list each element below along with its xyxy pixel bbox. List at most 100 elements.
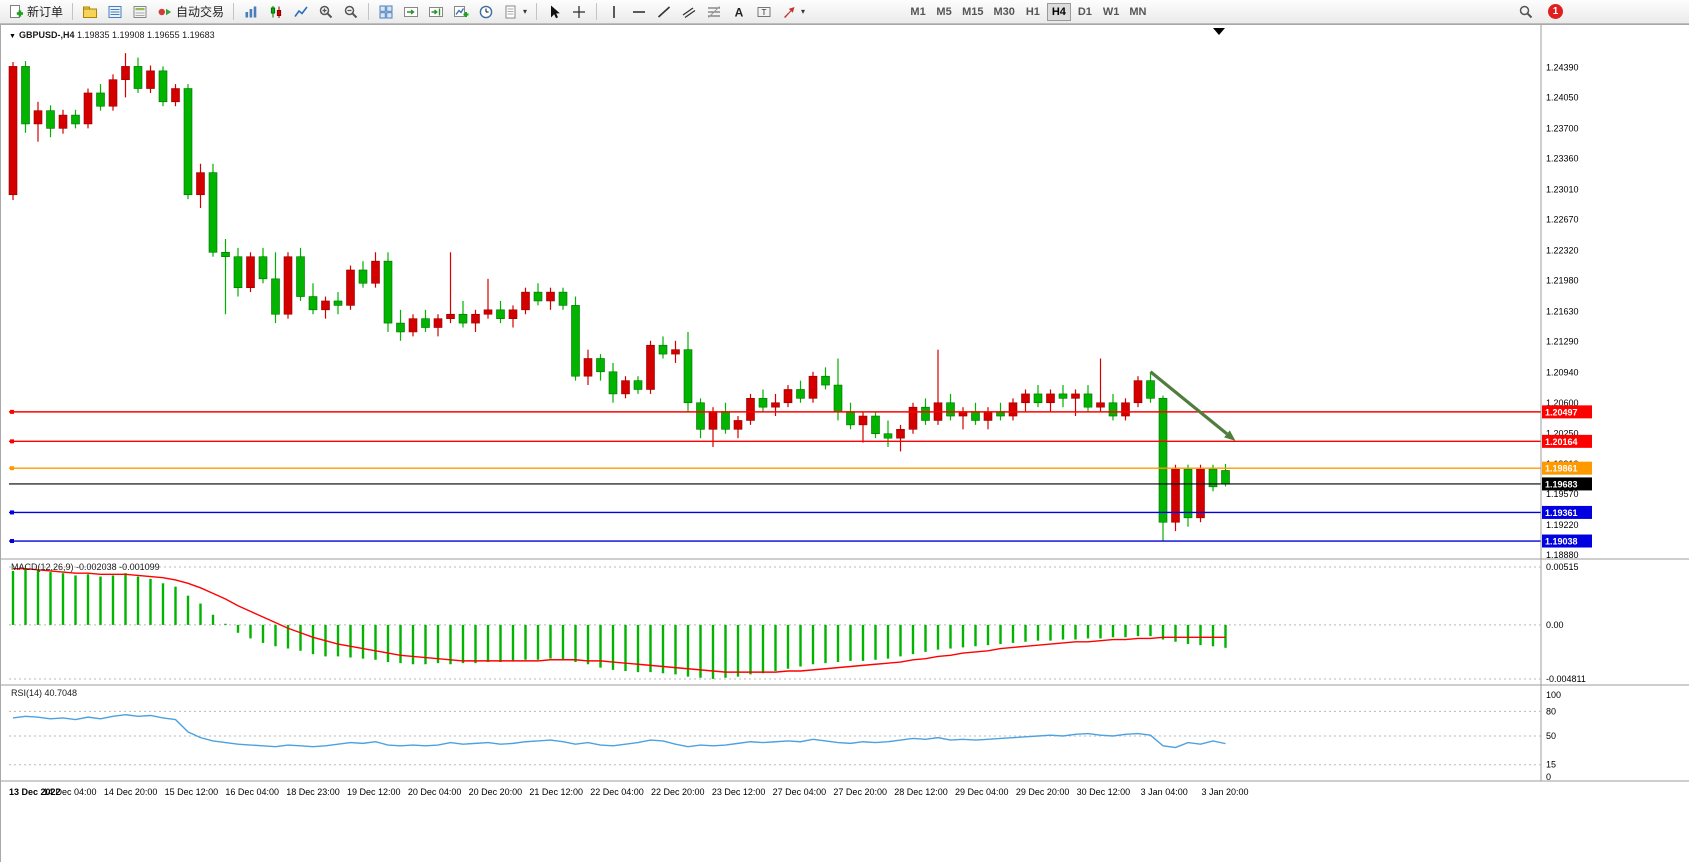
horizontal-line-tool-button[interactable]	[627, 2, 651, 22]
market-watch-icon	[108, 5, 122, 18]
cursor-icon	[551, 5, 560, 18]
timeframe-mn[interactable]: MN	[1125, 3, 1150, 21]
svg-text:29 Dec 20:00: 29 Dec 20:00	[1016, 787, 1070, 797]
svg-text:30 Dec 12:00: 30 Dec 12:00	[1077, 787, 1131, 797]
autotrading-button[interactable]: 自动交易	[153, 2, 228, 22]
timeframe-toolbar: M1 M5 M15 M30 H1 H4 D1 W1 MN	[906, 2, 1150, 21]
timeframe-m15[interactable]: M15	[958, 3, 987, 21]
svg-text:27 Dec 20:00: 27 Dec 20:00	[833, 787, 887, 797]
line-chart-button[interactable]	[289, 2, 313, 22]
timeframe-h1[interactable]: H1	[1021, 3, 1045, 21]
vertical-line-tool-button[interactable]	[602, 2, 626, 22]
period-button[interactable]	[474, 2, 498, 22]
timeframe-m30[interactable]: M30	[989, 3, 1018, 21]
toolbar-separator	[233, 3, 235, 20]
tile-windows-button[interactable]	[374, 2, 398, 22]
period-clock-icon	[479, 5, 493, 18]
svg-text:0: 0	[1546, 772, 1551, 782]
trendline-icon	[658, 5, 671, 18]
svg-text:0.00515: 0.00515	[1546, 562, 1579, 572]
arrows-tool-button[interactable]: ▾	[777, 2, 809, 22]
timeframe-d1[interactable]: D1	[1073, 3, 1097, 21]
new-order-button[interactable]: 新订单	[4, 2, 67, 22]
svg-text:50: 50	[1546, 731, 1556, 741]
svg-text:20 Dec 04:00: 20 Dec 04:00	[408, 787, 462, 797]
templates-caret-icon: ▾	[523, 7, 528, 16]
data-window-button[interactable]	[128, 2, 152, 22]
charts-profile-icon	[83, 6, 98, 18]
svg-text:1.21290: 1.21290	[1546, 337, 1579, 347]
line-chart-icon	[294, 6, 308, 17]
svg-text:1.23010: 1.23010	[1546, 184, 1579, 194]
horizontal-lines	[9, 409, 1541, 544]
bar-chart-button[interactable]	[239, 2, 263, 22]
bar-chart-icon	[245, 6, 257, 17]
autotrading-label: 自动交易	[176, 5, 225, 19]
arrows-caret-icon: ▾	[801, 7, 806, 16]
notifications-badge[interactable]: 1	[1548, 4, 1563, 19]
text-tool-button[interactable]: A	[727, 2, 751, 22]
text-icon: A	[735, 5, 744, 19]
cursor-tool-button[interactable]	[542, 2, 566, 22]
trend-arrow	[1149, 370, 1236, 441]
chart-shift-marker	[1213, 28, 1225, 35]
chart-shift-button[interactable]	[424, 2, 448, 22]
svg-text:1.20497: 1.20497	[1545, 407, 1578, 417]
svg-text:22 Dec 20:00: 22 Dec 20:00	[651, 787, 705, 797]
svg-text:3 Jan 04:00: 3 Jan 04:00	[1141, 787, 1188, 797]
svg-text:29 Dec 04:00: 29 Dec 04:00	[955, 787, 1009, 797]
search-button[interactable]	[1514, 2, 1538, 22]
zoom-in-button[interactable]	[314, 2, 338, 22]
chart-window[interactable]: 1.24390 1.24050 1.23700 1.23360 1.23010 1.226…	[0, 24, 1689, 863]
zoom-out-icon	[344, 5, 358, 18]
vertical-line-icon	[613, 5, 615, 18]
svg-text:14 Dec 20:00: 14 Dec 20:00	[104, 787, 158, 797]
svg-text:1.19683: 1.19683	[1545, 479, 1578, 489]
candlestick-chart-icon	[270, 5, 282, 18]
svg-text:1.20940: 1.20940	[1546, 368, 1579, 378]
price-chart-canvas[interactable]: 1.24390 1.24050 1.23700 1.23360 1.23010 1.226…	[1, 25, 1689, 863]
svg-text:15: 15	[1546, 760, 1556, 770]
svg-text:16 Dec 04:00: 16 Dec 04:00	[225, 787, 279, 797]
svg-text:T: T	[761, 7, 766, 17]
svg-text:1.19220: 1.19220	[1546, 520, 1579, 530]
svg-text:80: 80	[1546, 706, 1556, 716]
svg-text:28 Dec 12:00: 28 Dec 12:00	[894, 787, 948, 797]
svg-text:22 Dec 04:00: 22 Dec 04:00	[590, 787, 644, 797]
auto-scroll-button[interactable]	[399, 2, 423, 22]
crosshair-tool-button[interactable]	[567, 2, 591, 22]
svg-text:1.19570: 1.19570	[1546, 489, 1579, 499]
zoom-out-button[interactable]	[339, 2, 363, 22]
toolbar: 新订单 自动交易 ▾	[0, 0, 1689, 24]
svg-text:19 Dec 12:00: 19 Dec 12:00	[347, 787, 401, 797]
timeframe-m1[interactable]: M1	[906, 3, 930, 21]
svg-text:1.24390: 1.24390	[1546, 62, 1579, 72]
charts-profile-button[interactable]	[78, 2, 102, 22]
fibonacci-tool-button[interactable]	[702, 2, 726, 22]
chart-shift-icon	[429, 6, 444, 17]
channel-tool-button[interactable]	[677, 2, 701, 22]
svg-text:3 Jan 20:00: 3 Jan 20:00	[1201, 787, 1248, 797]
candlestick-chart-button[interactable]	[264, 2, 288, 22]
templates-icon	[505, 5, 516, 18]
svg-text:1.22320: 1.22320	[1546, 246, 1579, 256]
svg-text:1.20164: 1.20164	[1545, 437, 1578, 447]
new-order-label: 新订单	[27, 5, 64, 19]
svg-text:1.24050: 1.24050	[1546, 92, 1579, 102]
trendline-tool-button[interactable]	[652, 2, 676, 22]
timeframe-m5[interactable]: M5	[932, 3, 956, 21]
timeframe-w1[interactable]: W1	[1099, 3, 1124, 21]
macd-panel: 0.00515 0.00 -0.004811	[9, 562, 1586, 684]
label-tool-button[interactable]: T	[752, 2, 776, 22]
label-icon: T	[757, 6, 771, 17]
new-chart-button[interactable]	[449, 2, 473, 22]
timeframe-h4[interactable]: H4	[1046, 2, 1071, 21]
svg-text:18 Dec 23:00: 18 Dec 23:00	[286, 787, 340, 797]
equidistant-channel-icon	[682, 6, 696, 18]
market-watch-button[interactable]	[103, 2, 127, 22]
svg-text:1.20600: 1.20600	[1546, 398, 1579, 408]
new-chart-icon	[454, 5, 469, 17]
templates-button[interactable]: ▾	[499, 2, 531, 22]
svg-text:1.20250: 1.20250	[1546, 429, 1579, 439]
svg-text:1.18880: 1.18880	[1546, 550, 1579, 560]
